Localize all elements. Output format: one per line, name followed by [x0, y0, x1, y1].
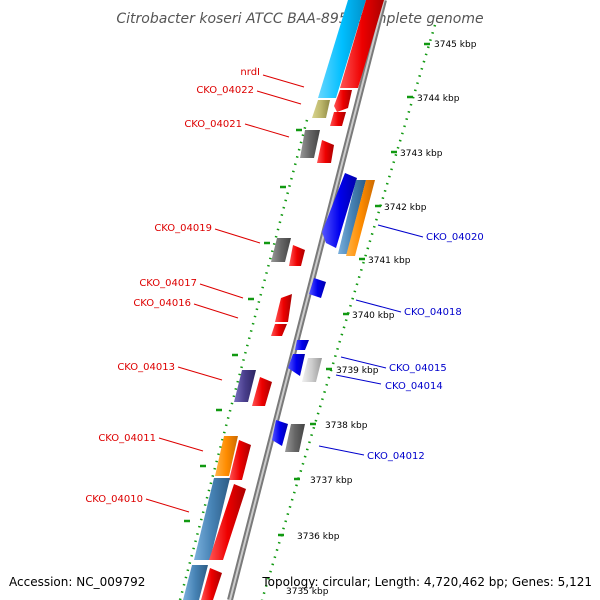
gene-feature [285, 424, 305, 452]
gene-label-CKO_04014[interactable]: CKO_04014 [385, 381, 443, 392]
inner-tick-guide [178, 119, 309, 600]
tick-label: 3740 kbp [352, 311, 395, 321]
tick-marks [184, 42, 430, 537]
genome-summary-text: Topology: circular; Length: 4,720,462 bp… [261, 575, 592, 589]
gene-feature [330, 112, 346, 126]
gene-feature [302, 358, 322, 382]
gene-feature [334, 90, 352, 112]
gene-feature [183, 565, 208, 600]
gene-label-nrdI[interactable]: nrdI [240, 67, 260, 78]
tick-label: 3743 kbp [400, 149, 443, 159]
tick-label: 3738 kbp [325, 421, 368, 431]
gene-feature [289, 245, 305, 266]
gene-feature [338, 180, 366, 254]
gene-feature [194, 478, 230, 560]
tick-label: 3742 kbp [384, 203, 427, 213]
outer-tick-guide [260, 24, 437, 600]
gene-feature [215, 436, 238, 476]
tick-label: 3741 kbp [368, 256, 411, 266]
gene-label-CKO_04011[interactable]: CKO_04011 [98, 433, 156, 444]
tick-label: 3735 kbp [286, 587, 329, 597]
gene-label-CKO_04010[interactable]: CKO_04010 [85, 494, 143, 505]
gene-feature [272, 420, 288, 446]
tick-label: 3736 kbp [297, 532, 340, 542]
accession-text: Accession: NC_009792 [9, 575, 145, 589]
gene-label-CKO_04012[interactable]: CKO_04012 [367, 451, 425, 462]
gene-label-CKO_04015[interactable]: CKO_04015 [389, 363, 447, 374]
tick-label: 3737 kbp [310, 476, 353, 486]
gene-feature [317, 140, 334, 163]
gene-label-CKO_04018[interactable]: CKO_04018 [404, 307, 462, 318]
gene-feature [309, 278, 326, 298]
gene-feature [275, 294, 292, 322]
gene-feature [318, 0, 366, 98]
gene-label-CKO_04019[interactable]: CKO_04019 [154, 223, 212, 234]
gene-label-CKO_04016[interactable]: CKO_04016 [133, 298, 191, 309]
gene-feature [229, 440, 251, 480]
gene-label-CKO_04021[interactable]: CKO_04021 [184, 119, 242, 130]
gene-feature [346, 180, 375, 256]
gene-feature [271, 324, 287, 336]
gene-label-CKO_04013[interactable]: CKO_04013 [117, 362, 175, 373]
tick-label: 3745 kbp [434, 40, 477, 50]
gene-feature [312, 100, 330, 118]
right-gene-labels: CKO_04020 CKO_04018 CKO_04015 CKO_04014 … [318, 224, 484, 462]
gene-label-CKO_04020[interactable]: CKO_04020 [426, 232, 484, 243]
gene-feature [234, 370, 256, 402]
gene-feature [340, 0, 384, 88]
gene-label-CKO_04017[interactable]: CKO_04017 [139, 278, 197, 289]
gene-feature [252, 377, 272, 406]
gene-label-CKO_04022[interactable]: CKO_04022 [196, 85, 254, 96]
tick-labels: 3745 kbp 3744 kbp 3743 kbp 3742 kbp 3741… [286, 40, 477, 597]
gene-feature [201, 568, 222, 600]
left-gene-labels: nrdI CKO_04022 CKO_04021 CKO_04019 CKO_0… [85, 67, 305, 513]
gene-feature [300, 130, 320, 158]
gene-feature [271, 238, 291, 262]
gene-feature [295, 340, 309, 350]
tick-label: 3739 kbp [336, 366, 379, 376]
tick-label: 3744 kbp [417, 94, 460, 104]
gene-feature [209, 484, 246, 560]
gene-feature [322, 173, 357, 248]
gene-feature [288, 354, 305, 376]
genome-title: Citrobacter koseri ATCC BAA-895, complet… [116, 11, 483, 27]
